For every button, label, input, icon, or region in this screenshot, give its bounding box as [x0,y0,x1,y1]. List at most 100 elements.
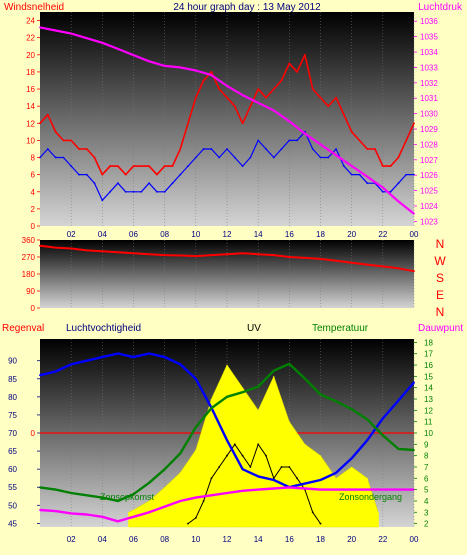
windspeed-line-point [78,173,80,176]
legend-temperatuur: Temperatuur [312,323,369,334]
pressure-line-point [39,26,41,29]
gust-line-point [233,105,236,108]
humidity-line-point [366,439,369,442]
windspeed-line-point [171,182,174,185]
temperature-line-point [226,395,228,398]
windspeed-line-point [101,199,104,202]
temperature-line-point [117,500,119,502]
wind-direction-line-point [272,254,275,256]
gust-line-point [343,113,345,116]
windspeed-line-point [85,173,88,176]
compass-label: N [436,237,445,251]
gust-line-point [163,165,166,168]
gust-line-point [226,96,228,99]
y-right-tick-label: 1028 [420,140,438,149]
temperature-line-point [54,488,57,491]
x-tick-label: 22 [378,230,387,239]
dewpoint-line-point [257,488,260,491]
compass-label: W [434,254,446,268]
pressure-line-point [288,120,291,123]
pressure-line-point [335,154,337,157]
gust-line-point [148,165,151,168]
windspeed-line-point [218,156,221,159]
temperature-line-point [288,363,291,365]
x-tick-label: 04 [98,230,107,239]
temperature-line-point [257,385,260,388]
temperature-tick-label: 6 [424,474,429,483]
x-tick-label: 00 [410,230,419,239]
temperature-tick-label: 9 [424,440,429,449]
y-right-tick-label: 1035 [420,33,438,42]
gust-line-point [218,88,221,90]
y-left-tick-label: 12 [26,119,35,128]
dewpoint-line-point [39,509,41,511]
gust-line-point [319,96,322,99]
humidity-line-point [39,374,41,377]
dewpoint-line-point [210,494,213,497]
pressure-line-point [117,48,119,50]
windspeed-line-point [265,148,267,150]
y-left-tick-label: 8 [31,154,36,163]
right-axis-title: Luchtdruk [418,2,463,13]
humidity-line-point [397,399,400,402]
compass-label: S [436,271,444,285]
gust-line-point [405,139,408,142]
humidity-tick-label: 55 [8,483,17,492]
windspeed-line-point [93,182,96,185]
legend-luchtvochtigheid: Luchtvochtigheid [66,323,141,334]
humidity-tick-label: 45 [8,519,17,528]
gust-line-point [101,173,104,176]
pressure-line-point [413,212,415,215]
humidity-tick-label: 70 [8,429,17,438]
humidity-line-point [148,352,151,355]
humidity-line-point [179,363,182,366]
dewpoint-line-point [117,520,119,523]
gust-line-point [358,139,361,142]
windspeed-line-point [210,148,213,150]
temperature-tick-label: 14 [424,384,433,393]
temperature-line-point [179,452,182,455]
x-tick-label: 06 [129,230,138,239]
gust-line-point [311,88,314,90]
humidity-tick-label: 65 [8,447,17,456]
dewpoint-line-point [70,512,73,515]
windspeed-line-point [109,190,111,193]
wind-direction-line-point [39,244,41,247]
temperature-tick-label: 12 [424,406,433,415]
y-left-tick-label: 14 [26,102,35,111]
temperature-line-point [350,408,353,411]
wind-direction-line-point [132,252,135,255]
solar-line-point [202,500,205,502]
windspeed-line-point [233,156,236,159]
dewpoint-line-point [101,515,104,518]
wind-direction-line-point [210,254,213,256]
wind-direction-line-point [241,252,244,255]
temperature-line-point [335,400,337,403]
windspeed-line-point [343,165,345,168]
y-right-tick-label: 1032 [420,79,438,88]
temperature-tick-label: 7 [424,463,429,472]
rain-axis-label: 0 [31,429,36,438]
gust-line-point [78,148,80,150]
windspeed-line-point [156,190,158,193]
solar-line [187,443,321,525]
temperature-line-point [241,391,244,394]
left-axis-title: Windsnelheid [4,2,64,13]
pressure-line-point [226,85,228,87]
windspeed-line-point [70,165,73,168]
solar-line-point [296,477,298,480]
pressure-line-point [397,200,400,203]
pressure-line-point [70,32,73,35]
x-tick-label: 06 [129,535,138,544]
windspeed-line-point [241,165,244,168]
humidity-line-point [350,457,353,460]
windspeed-line-point [202,148,205,150]
gust-line-point [140,165,143,168]
windspeed-line-point [389,190,392,193]
x-tick-label: 20 [347,230,356,239]
humidity-tick-label: 50 [8,501,17,510]
wind-direction-line-point [179,254,182,257]
y-left-tick-label: 0 [31,222,36,231]
pressure-line-point [272,109,275,112]
